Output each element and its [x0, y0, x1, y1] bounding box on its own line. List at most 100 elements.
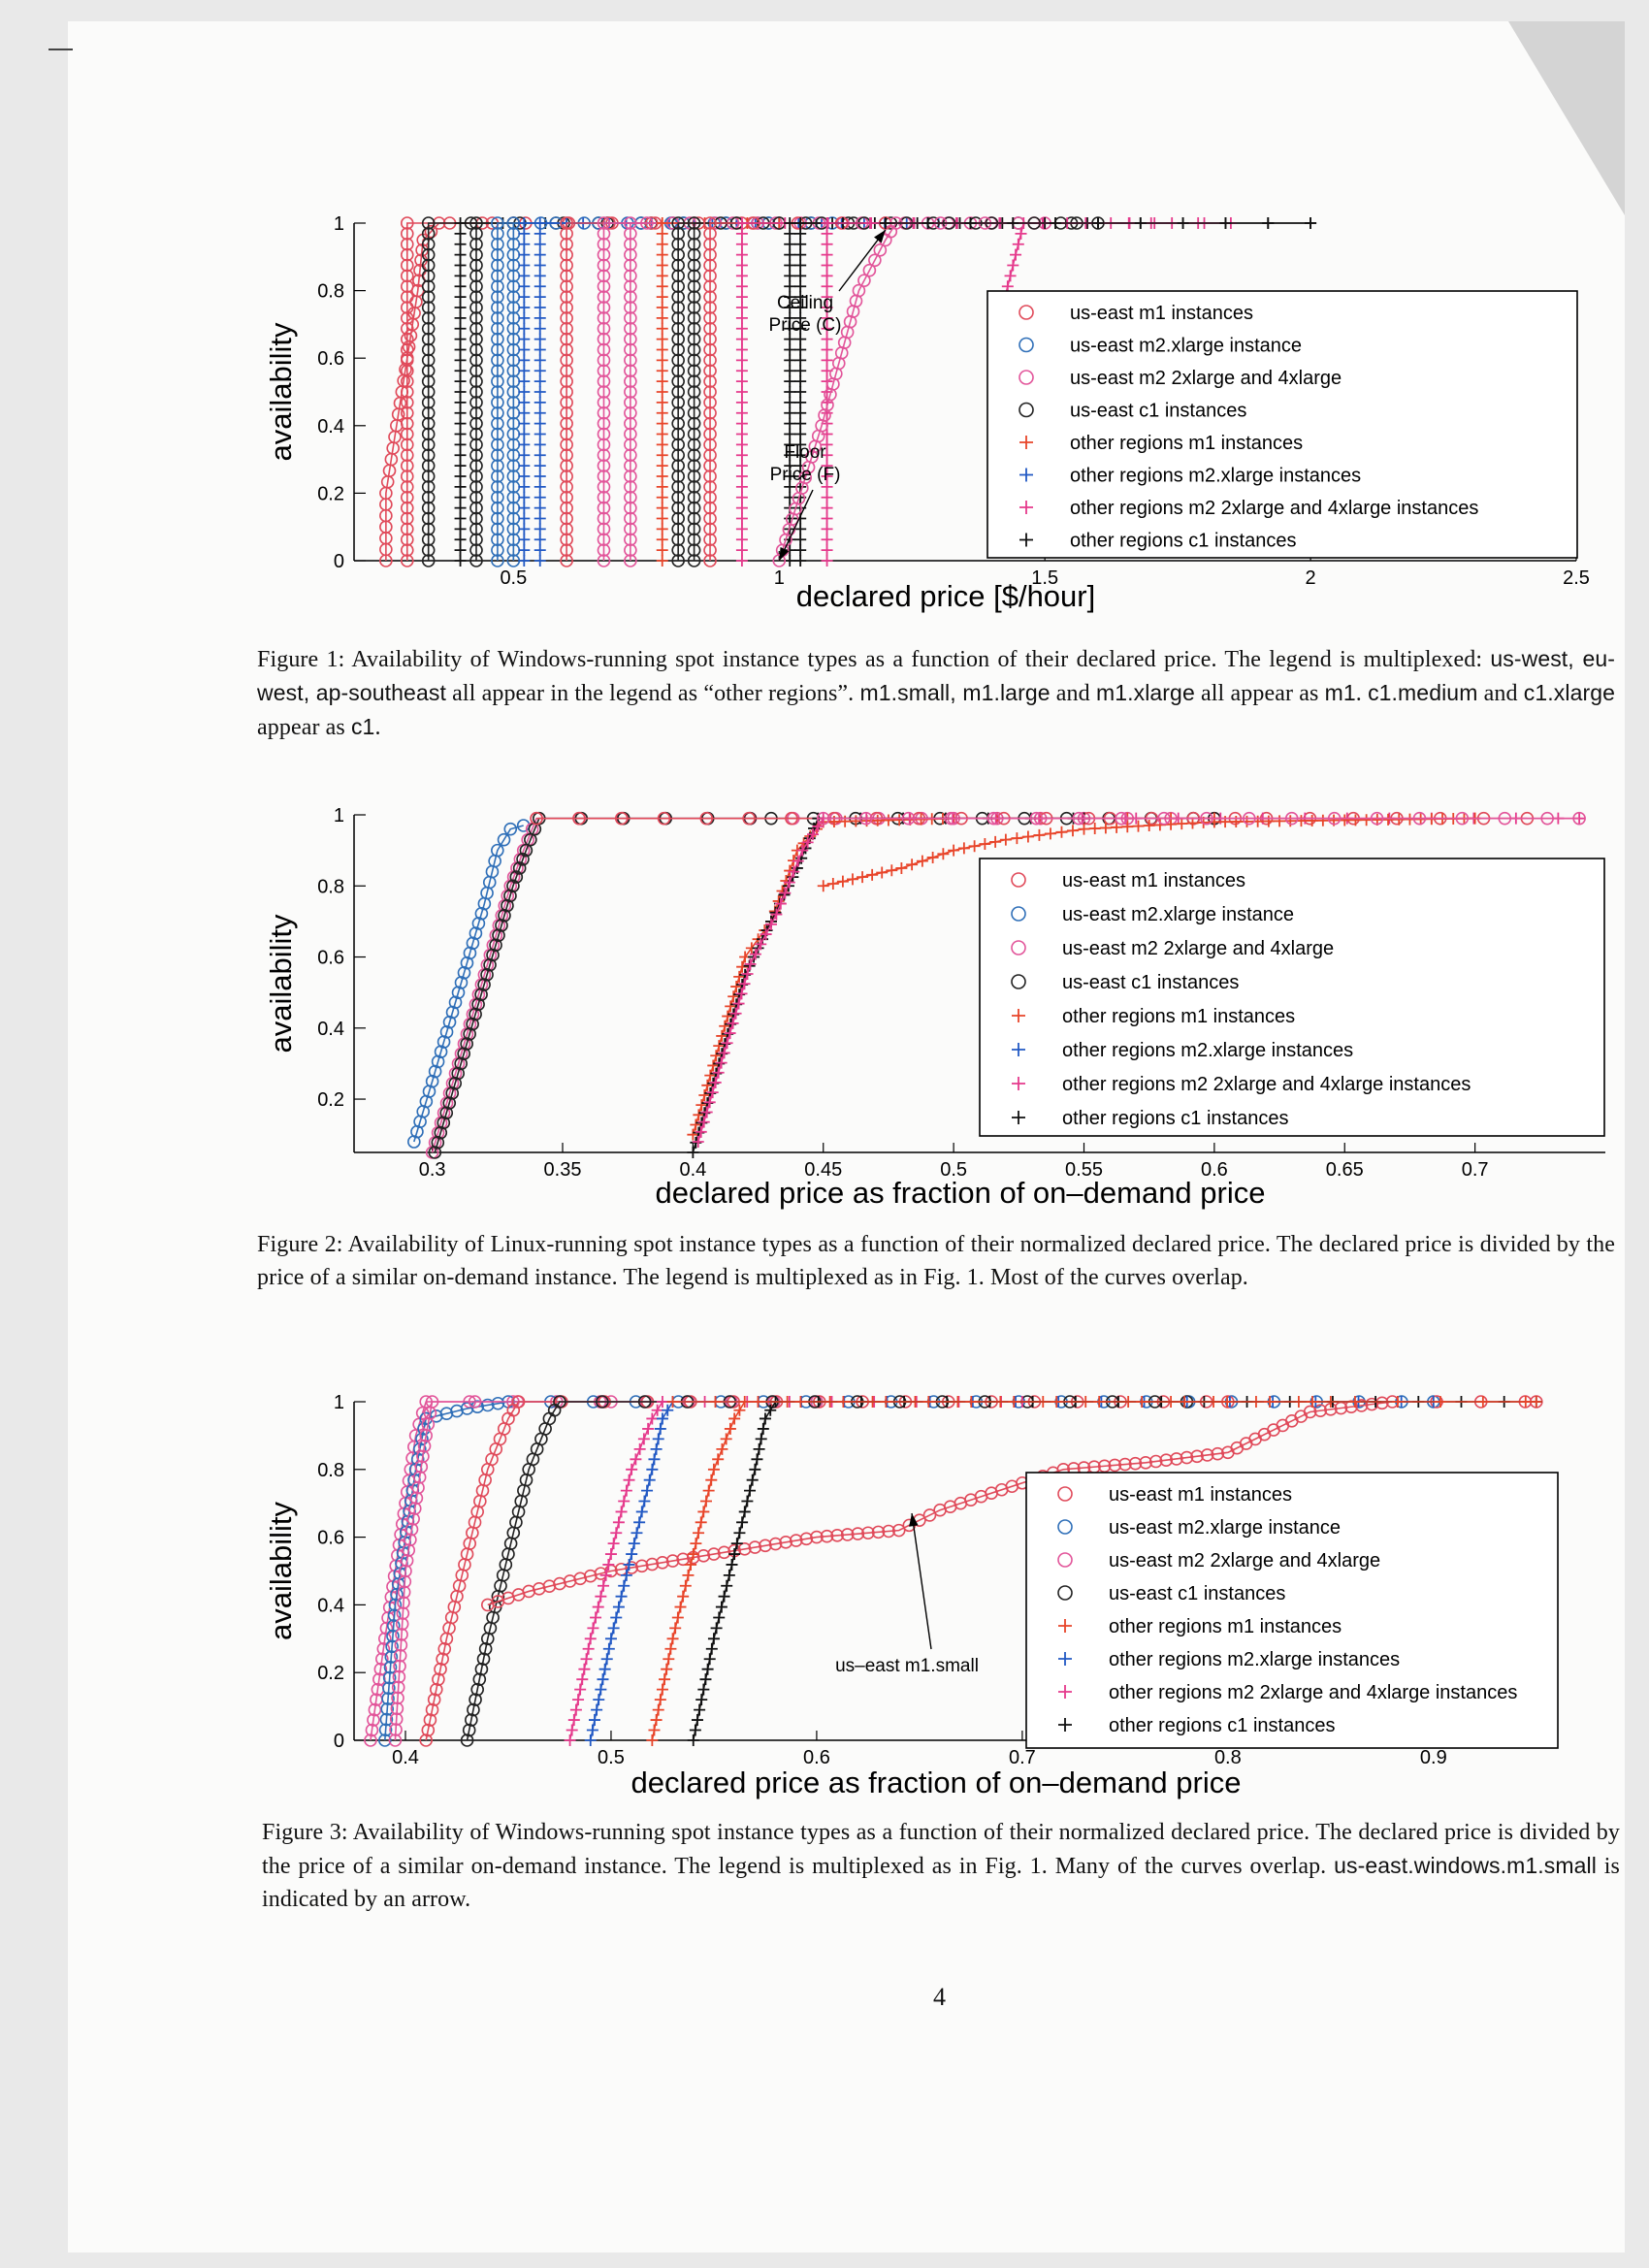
- data-point: [1530, 1396, 1542, 1408]
- data-point: [572, 1694, 585, 1706]
- data-point: [1099, 822, 1112, 834]
- data-point: [400, 374, 414, 388]
- data-point: [469, 332, 483, 346]
- data-point: [755, 1433, 767, 1445]
- data-point: [400, 290, 414, 304]
- data-point: [794, 544, 807, 557]
- data-point: [434, 1662, 447, 1676]
- data-point: [480, 968, 494, 982]
- legend-marker: [1011, 872, 1026, 888]
- data-point: [560, 321, 573, 336]
- data-point: [597, 490, 611, 504]
- data-point: [703, 533, 717, 547]
- data-point: [491, 459, 504, 472]
- data-point: [821, 460, 833, 472]
- data-point: [400, 1553, 414, 1568]
- data-point: [1143, 819, 1155, 831]
- data-point: [671, 301, 685, 314]
- data-point: [518, 480, 531, 493]
- data-point: [460, 1402, 474, 1415]
- data-point: [469, 405, 483, 420]
- data-point: [624, 269, 637, 283]
- data-point: [656, 438, 668, 451]
- figure-1-chart: 0 0.2 0.4 0.6 0.8 1 0.5 1 1.5 2 2.5 declared price …: [264, 213, 1590, 613]
- data-point: [937, 848, 950, 860]
- data-point: [687, 364, 701, 378]
- data-point: [712, 1066, 725, 1079]
- data-point: [400, 448, 414, 463]
- data-point: [687, 437, 701, 452]
- data-point: [491, 385, 504, 399]
- data-point: [421, 364, 436, 378]
- legend-label: us-east m2.xlarge instance: [1070, 336, 1302, 357]
- data-point: [471, 997, 485, 1012]
- data-point: [518, 534, 531, 546]
- data-point: [597, 501, 611, 515]
- data-point: [671, 1611, 684, 1624]
- data-point: [1007, 217, 1019, 229]
- data-point: [687, 1147, 699, 1158]
- data-point: [671, 321, 685, 336]
- data-point: [693, 1109, 705, 1121]
- data-point: [400, 490, 414, 504]
- data-point: [412, 1471, 427, 1484]
- data-point: [634, 1559, 649, 1573]
- data-point: [671, 332, 685, 346]
- data-point: [656, 333, 668, 345]
- legend-box: [986, 290, 1578, 559]
- data-point: [421, 301, 436, 314]
- legend-label: us-east m2 2xlarge and 4xlarge: [1070, 368, 1342, 389]
- data-point: [784, 333, 796, 345]
- annotation-arrowhead: [874, 229, 886, 243]
- data-point: [1498, 811, 1512, 826]
- data-point: [671, 480, 685, 494]
- data-point: [560, 247, 573, 262]
- data-point: [368, 1702, 382, 1717]
- data-point: [784, 417, 796, 430]
- data-point: [648, 1724, 661, 1736]
- data-point: [612, 1516, 625, 1529]
- y-tick-label: 1: [334, 1392, 344, 1413]
- data-point: [1072, 811, 1086, 826]
- data-point: [615, 1506, 628, 1518]
- data-point: [1004, 270, 1017, 282]
- data-point: [757, 1422, 769, 1435]
- data-point: [598, 1663, 611, 1675]
- data-point: [794, 302, 807, 313]
- data-point: [534, 322, 546, 335]
- data-point: [687, 216, 701, 230]
- legend-marker: [1018, 370, 1034, 385]
- data-point: [638, 1495, 651, 1507]
- data-point: [656, 523, 668, 535]
- data-point: [460, 1733, 474, 1747]
- legend-label: us-east m1 instances: [1109, 1484, 1292, 1506]
- data-point: [560, 490, 573, 504]
- data-point: [382, 1670, 397, 1685]
- legend-label: other regions m1 instances: [1070, 433, 1303, 454]
- data-point: [794, 523, 807, 535]
- data-point: [707, 1463, 720, 1475]
- data-point: [656, 302, 668, 313]
- data-point: [646, 1463, 659, 1475]
- legend-label: other regions m2.xlarge instances: [1109, 1649, 1400, 1670]
- data-point: [656, 311, 668, 324]
- data-point: [839, 815, 852, 827]
- data-point: [857, 871, 869, 884]
- data-point: [597, 459, 611, 472]
- data-point: [491, 342, 504, 357]
- annotation-label: Price (F): [770, 465, 841, 485]
- data-point: [387, 1608, 402, 1622]
- x-tick-label: 1.5: [1031, 567, 1058, 589]
- data-point: [457, 966, 471, 980]
- data-point: [821, 512, 833, 525]
- legend-label: us-east m2 2xlarge and 4xlarge: [1109, 1550, 1380, 1571]
- y-tick-label: 0.4: [317, 1019, 344, 1040]
- data-point: [717, 1545, 731, 1560]
- data-point: [656, 1683, 668, 1696]
- data-point: [1307, 1396, 1318, 1408]
- data-point: [999, 833, 1012, 846]
- data-point: [421, 459, 436, 472]
- data-point: [656, 259, 668, 272]
- data-point: [735, 460, 748, 472]
- data-point: [457, 1047, 470, 1061]
